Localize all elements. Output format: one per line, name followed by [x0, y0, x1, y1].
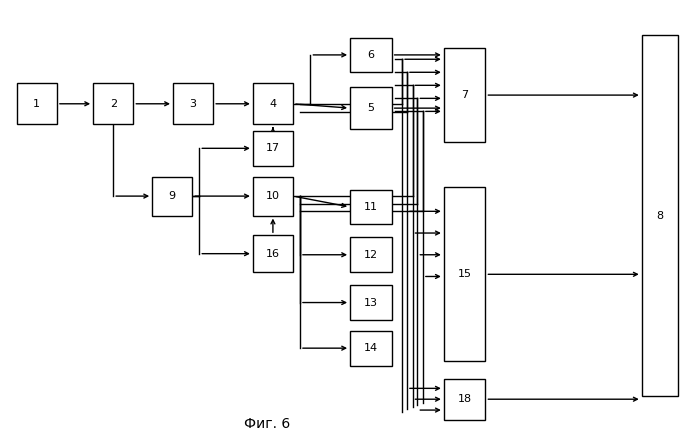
Bar: [444, 48, 485, 142]
Bar: [350, 285, 392, 320]
Bar: [253, 176, 293, 216]
Text: 5: 5: [368, 103, 374, 113]
Text: Фиг. 6: Фиг. 6: [244, 417, 290, 431]
Text: 12: 12: [364, 250, 378, 260]
Bar: [350, 237, 392, 272]
Bar: [253, 235, 293, 272]
Text: 10: 10: [266, 191, 280, 201]
Text: 1: 1: [34, 99, 41, 109]
Text: 7: 7: [461, 90, 468, 100]
Bar: [444, 378, 485, 420]
Bar: [17, 83, 57, 125]
Text: 15: 15: [458, 269, 472, 279]
Text: 18: 18: [458, 394, 472, 404]
Text: 13: 13: [364, 297, 378, 308]
Bar: [444, 187, 485, 361]
Bar: [173, 83, 214, 125]
Bar: [253, 83, 293, 125]
Bar: [642, 35, 678, 396]
Text: 8: 8: [656, 211, 664, 220]
Bar: [350, 37, 392, 72]
Text: 3: 3: [190, 99, 197, 109]
Bar: [350, 331, 392, 366]
Bar: [93, 83, 133, 125]
Text: 14: 14: [364, 343, 378, 353]
Bar: [152, 176, 193, 216]
Bar: [350, 88, 392, 129]
Bar: [253, 131, 293, 166]
Text: 6: 6: [368, 50, 374, 60]
Text: 9: 9: [169, 191, 176, 201]
Bar: [350, 190, 392, 224]
Text: 2: 2: [110, 99, 117, 109]
Text: 4: 4: [270, 99, 276, 109]
Text: 17: 17: [266, 143, 280, 153]
Text: 11: 11: [364, 202, 378, 212]
Text: 16: 16: [266, 249, 280, 259]
